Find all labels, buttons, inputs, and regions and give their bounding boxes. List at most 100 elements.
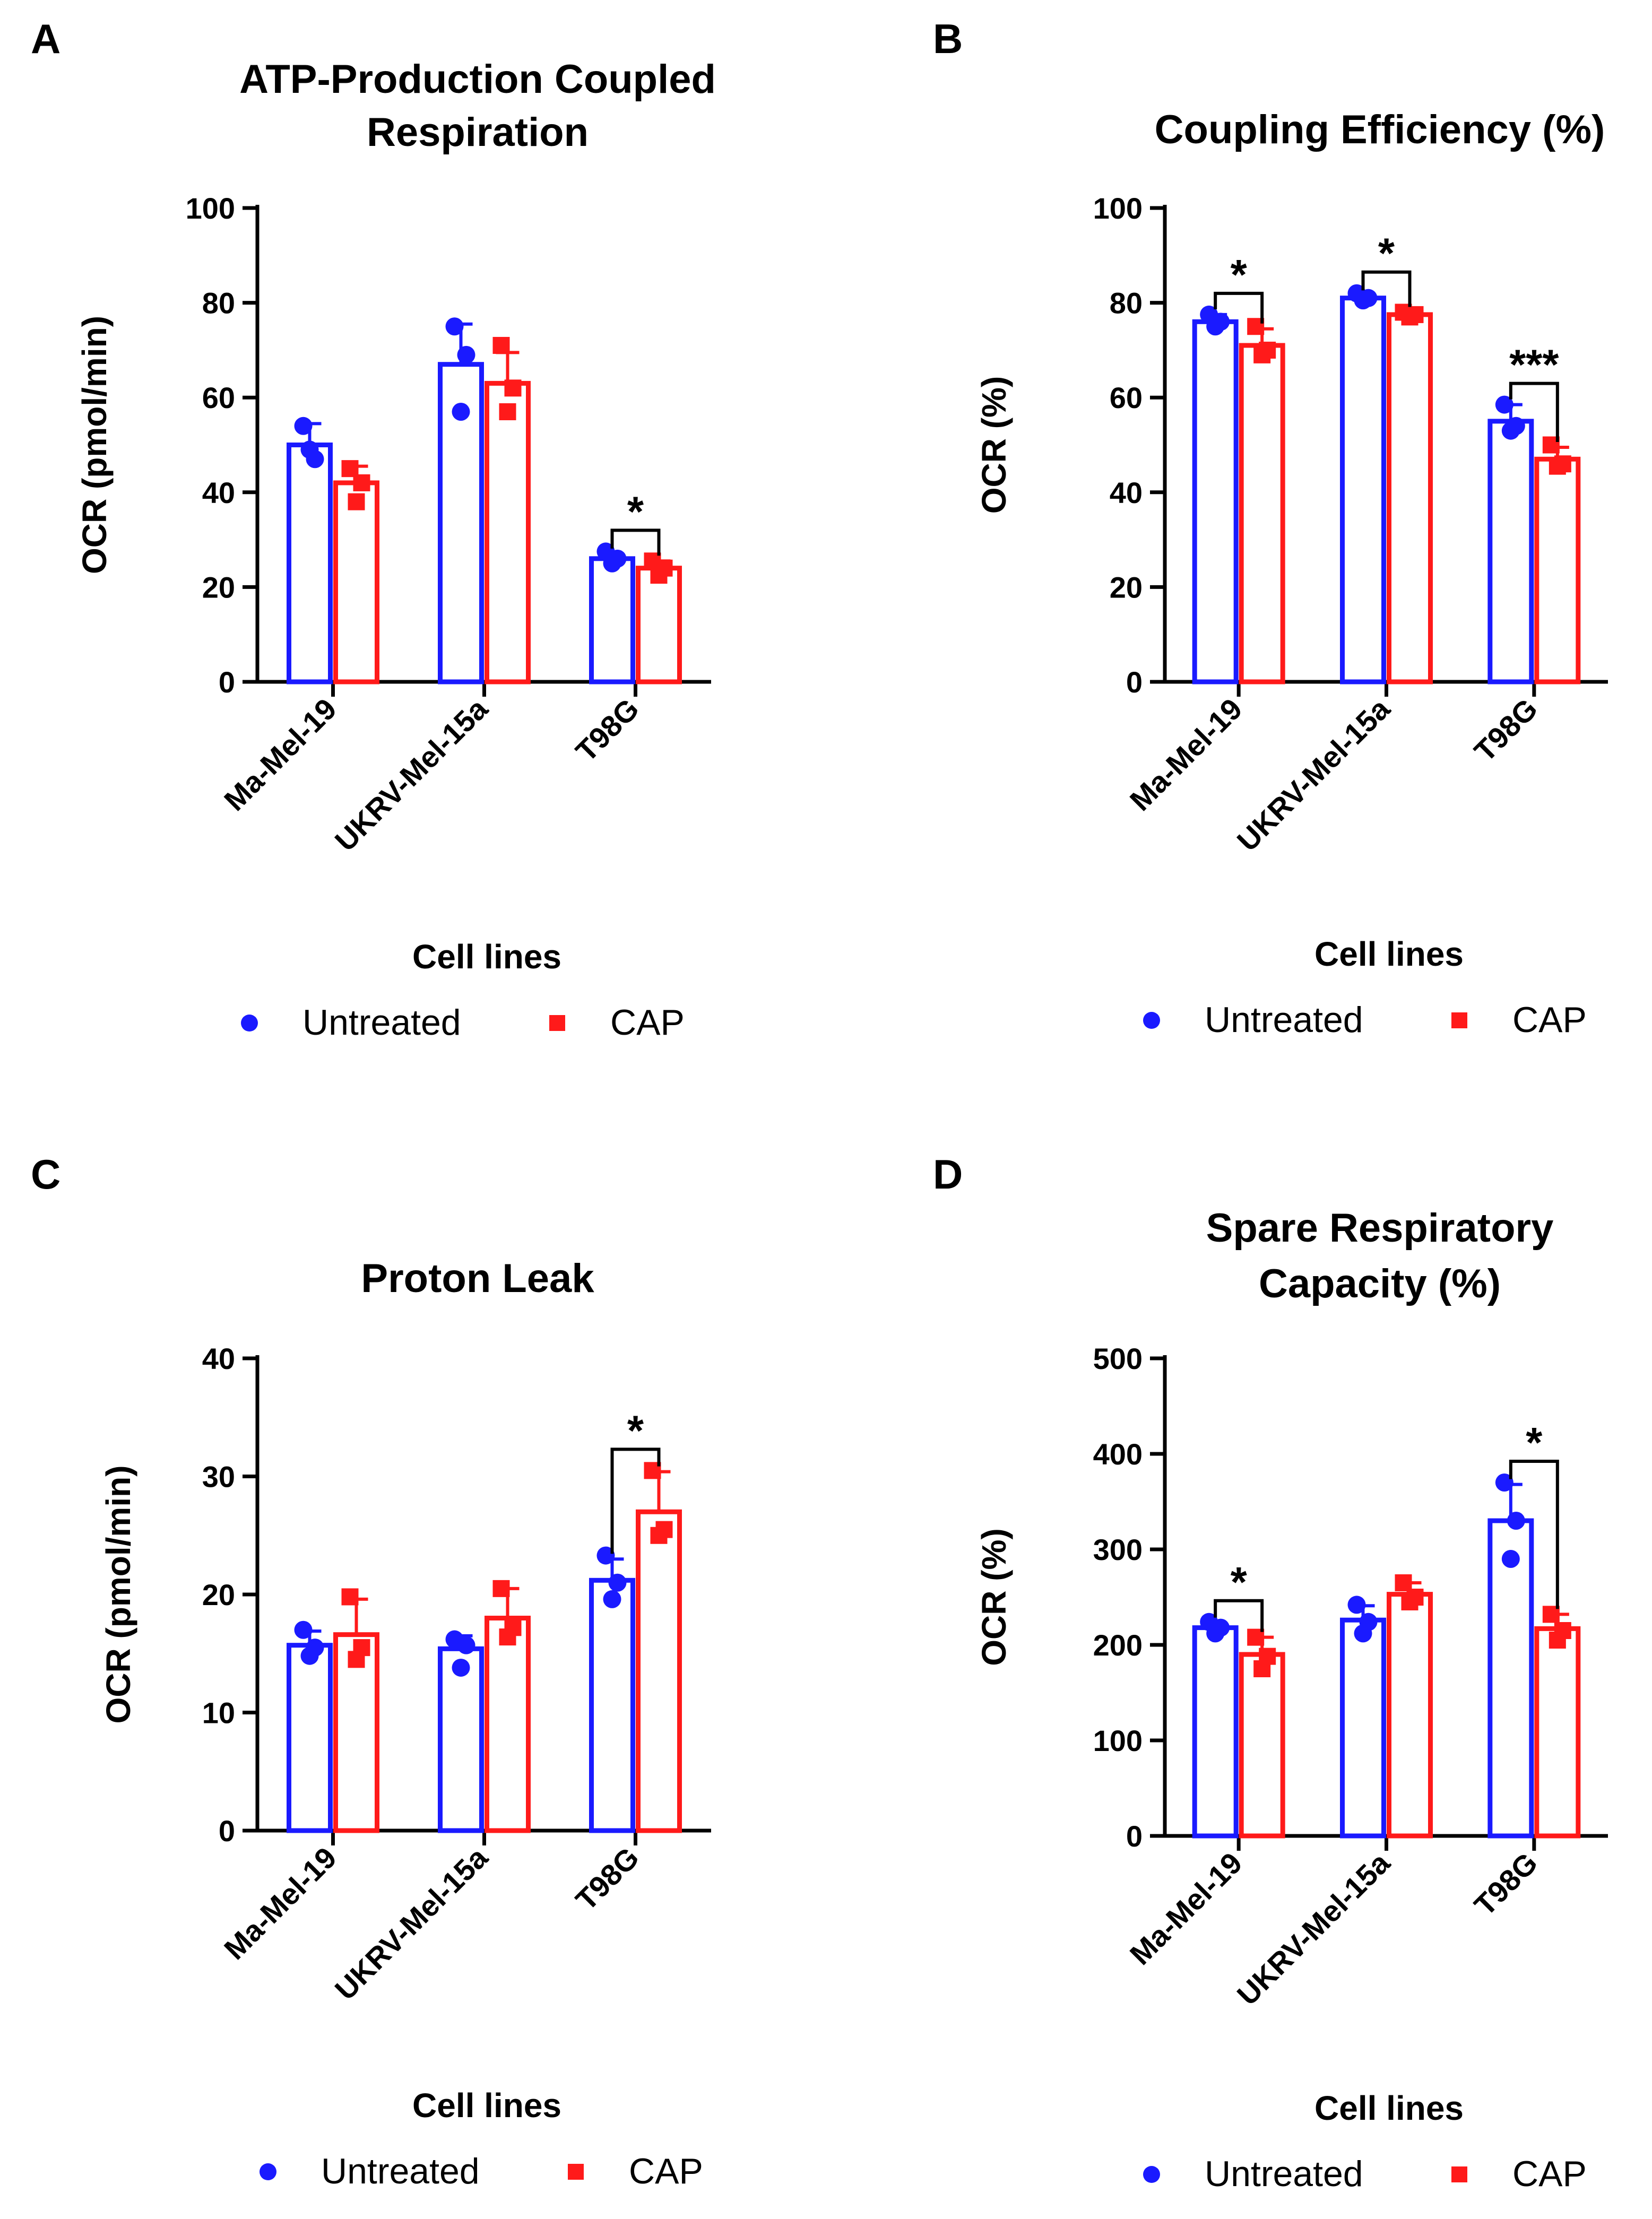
- y-tick-label: 500: [1093, 1342, 1143, 1375]
- data-point: [300, 1646, 319, 1665]
- x-tick-label: UKRV-Mel-15a: [1231, 691, 1397, 857]
- data-point: [1253, 1660, 1271, 1677]
- legend-label: CAP: [1512, 1000, 1587, 1040]
- y-tick-label: 80: [1110, 287, 1143, 320]
- legend-label: Untreated: [1205, 1000, 1363, 1040]
- data-point: [1507, 1512, 1525, 1530]
- data-point: [1354, 1624, 1372, 1643]
- y-tick-label: 100: [186, 192, 235, 225]
- data-point: [1401, 308, 1419, 326]
- significance-bracket: [610, 528, 661, 556]
- legend-marker-cap: [568, 2164, 584, 2180]
- chart-title: Capacity (%): [1259, 1261, 1501, 1306]
- y-tick-label: 0: [219, 1814, 235, 1848]
- legend-marker-untreated: [1143, 2166, 1160, 2183]
- y-tick-label: 40: [202, 476, 235, 509]
- y-axis-label: OCR (%): [975, 376, 1013, 514]
- y-axis-label: OCR (pmol/min): [99, 1465, 137, 1723]
- x-tick-label: T98G: [1468, 692, 1544, 768]
- legend-marker-cap: [1451, 2166, 1467, 2182]
- legend-marker-untreated: [260, 2163, 276, 2180]
- data-point: [608, 1573, 627, 1592]
- x-tick-label: UKRV-Mel-15a: [328, 691, 495, 857]
- data-point: [499, 403, 516, 420]
- bar-cap: [333, 480, 379, 684]
- data-point: [1206, 1624, 1225, 1643]
- legend-marker-untreated: [241, 1015, 258, 1032]
- data-point: [341, 460, 359, 478]
- y-tick-label: 100: [1093, 1724, 1143, 1757]
- x-axis-label: Cell lines: [412, 938, 561, 976]
- bar-cap: [636, 566, 682, 684]
- data-point: [1354, 291, 1372, 310]
- significance-bracket: [1509, 1460, 1559, 1609]
- y-tick-label: 40: [1110, 476, 1143, 509]
- panel-letter: B: [933, 15, 963, 62]
- panel-c: C Proton Leak 0 10 20 30 40 OCR (pmol/min) Ma-Me…: [31, 1151, 711, 2191]
- chart-title: Coupling Efficiency (%): [1155, 107, 1605, 152]
- legend-label: Untreated: [321, 2151, 480, 2191]
- bar-cap: [485, 1616, 531, 1833]
- legend-label: CAP: [629, 2151, 703, 2191]
- x-tick-label: UKRV-Mel-15a: [1231, 1845, 1397, 2012]
- bar-untreated: [287, 1643, 333, 1833]
- x-tick-label: Ma-Mel-19: [1123, 1846, 1249, 1971]
- data-point: [650, 1527, 668, 1544]
- significance-label: *: [1231, 1558, 1248, 1606]
- significance-label: *: [1378, 230, 1395, 277]
- x-axis-label: Cell lines: [412, 2086, 561, 2125]
- bar-untreated: [589, 556, 635, 684]
- bar-cap: [636, 1509, 682, 1833]
- data-point: [650, 567, 668, 584]
- data-point: [1395, 1574, 1412, 1591]
- panel-a: A ATP-Production Coupled Respiration 0 20 40 6…: [31, 15, 716, 1043]
- y-tick-label: 20: [202, 570, 235, 604]
- significance-bracket: [1214, 1599, 1264, 1632]
- y-tick-label: 20: [202, 1578, 235, 1611]
- legend-marker-cap: [549, 1015, 565, 1031]
- chart-title: Proton Leak: [361, 1256, 594, 1301]
- data-point: [499, 1628, 516, 1646]
- data-point: [294, 1620, 313, 1639]
- data-point: [1549, 457, 1566, 475]
- x-axis-label: Cell lines: [1314, 935, 1464, 973]
- chart-title: Spare Respiratory: [1206, 1206, 1554, 1251]
- x-tick-label: Ma-Mel-19: [218, 692, 343, 817]
- data-point: [348, 1651, 365, 1668]
- legend-label: CAP: [610, 1002, 685, 1043]
- data-point: [353, 474, 370, 491]
- panel-b: B Coupling Efficiency (%) 0 20 40 60 80 100 OCR …: [933, 15, 1608, 1040]
- legend-label: Untreated: [302, 1002, 461, 1043]
- data-point: [341, 1588, 359, 1606]
- data-point: [457, 1636, 475, 1654]
- legend-marker-cap: [1451, 1012, 1467, 1028]
- data-point: [452, 402, 470, 421]
- bar-untreated: [287, 443, 333, 684]
- chart-title: Respiration: [367, 110, 589, 155]
- data-point: [1347, 1596, 1366, 1614]
- data-point: [300, 440, 319, 459]
- significance-bracket: [1509, 382, 1559, 442]
- data-point: [1253, 346, 1271, 363]
- y-axis-label: OCR (pmol/min): [75, 316, 114, 574]
- data-point: [596, 1546, 615, 1565]
- bar-untreated: [1340, 1617, 1386, 1839]
- data-point: [1495, 395, 1513, 414]
- significance-label: *: [1231, 251, 1248, 298]
- data-point: [445, 317, 464, 336]
- bar-untreated: [589, 1577, 635, 1833]
- y-tick-label: 100: [1093, 192, 1143, 225]
- y-tick-label: 300: [1093, 1533, 1143, 1566]
- bar-untreated: [1487, 1518, 1534, 1839]
- bar-untreated: [1487, 419, 1534, 684]
- significance-label: *: [627, 488, 644, 535]
- chart-title: ATP-Production Coupled: [239, 57, 716, 102]
- data-point: [1206, 317, 1225, 336]
- y-tick-label: 60: [202, 381, 235, 414]
- x-axis-label: Cell lines: [1314, 2089, 1464, 2127]
- data-point: [452, 1658, 470, 1677]
- data-point: [492, 1580, 510, 1597]
- data-point: [348, 493, 365, 510]
- y-tick-label: 0: [1126, 665, 1143, 699]
- data-point: [1501, 421, 1520, 440]
